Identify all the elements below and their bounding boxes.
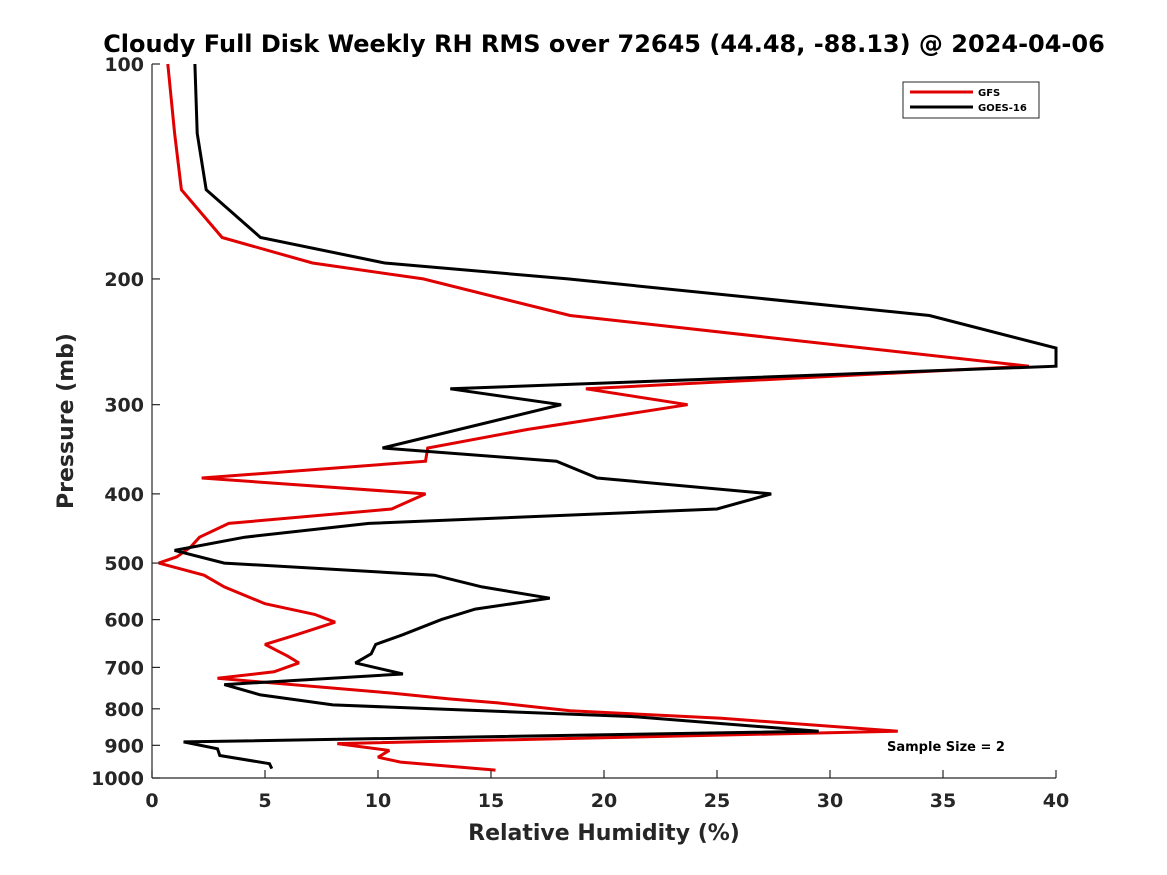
legend-label-goes16: GOES-16 bbox=[978, 103, 1027, 114]
y-tick-label: 100 bbox=[104, 54, 144, 76]
y-tick-label: 300 bbox=[104, 395, 144, 417]
x-tick-label: 20 bbox=[591, 790, 617, 812]
legend-label-gfs: GFS bbox=[978, 88, 1000, 99]
x-tick-label: 15 bbox=[478, 790, 504, 812]
legend-box bbox=[902, 81, 1040, 119]
y-tick-label: 500 bbox=[104, 553, 144, 575]
y-axis-label: Pressure (mb) bbox=[54, 333, 79, 509]
plot-frame bbox=[152, 64, 1056, 778]
y-tick-label: 800 bbox=[104, 699, 144, 721]
x-tick-label: 0 bbox=[145, 790, 158, 812]
x-tick-label: 30 bbox=[817, 790, 843, 812]
legend: GFS GOES-16 bbox=[902, 81, 1040, 119]
series-layer bbox=[158, 63, 1058, 772]
chart-title: Cloudy Full Disk Weekly RH RMS over 7264… bbox=[103, 30, 1105, 58]
y-tick-label: 600 bbox=[104, 610, 144, 632]
x-tick-label: 25 bbox=[704, 790, 730, 812]
series-line-goes-16 bbox=[174, 63, 1058, 770]
plot-area bbox=[151, 63, 1058, 779]
y-tick-label: 1000 bbox=[91, 768, 144, 790]
x-tick-label: 40 bbox=[1043, 790, 1069, 812]
y-axis-ticks: 100 200 300 400 500 600 700 800 900 1000 bbox=[91, 54, 160, 790]
sample-size-annotation: Sample Size = 2 bbox=[887, 740, 1005, 755]
x-axis-label: Relative Humidity (%) bbox=[468, 821, 740, 846]
x-tick-label: 5 bbox=[258, 790, 271, 812]
x-axis-ticks: 0 5 10 15 20 25 30 35 40 bbox=[145, 770, 1069, 812]
y-tick-label: 200 bbox=[104, 269, 144, 291]
x-tick-label: 35 bbox=[930, 790, 956, 812]
y-tick-label: 700 bbox=[104, 657, 144, 679]
y-tick-label: 400 bbox=[104, 484, 144, 506]
x-tick-label: 10 bbox=[365, 790, 391, 812]
y-tick-label: 900 bbox=[104, 735, 144, 757]
